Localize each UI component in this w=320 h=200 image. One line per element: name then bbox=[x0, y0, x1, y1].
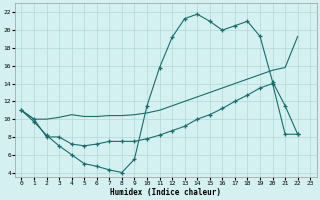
X-axis label: Humidex (Indice chaleur): Humidex (Indice chaleur) bbox=[110, 188, 221, 197]
